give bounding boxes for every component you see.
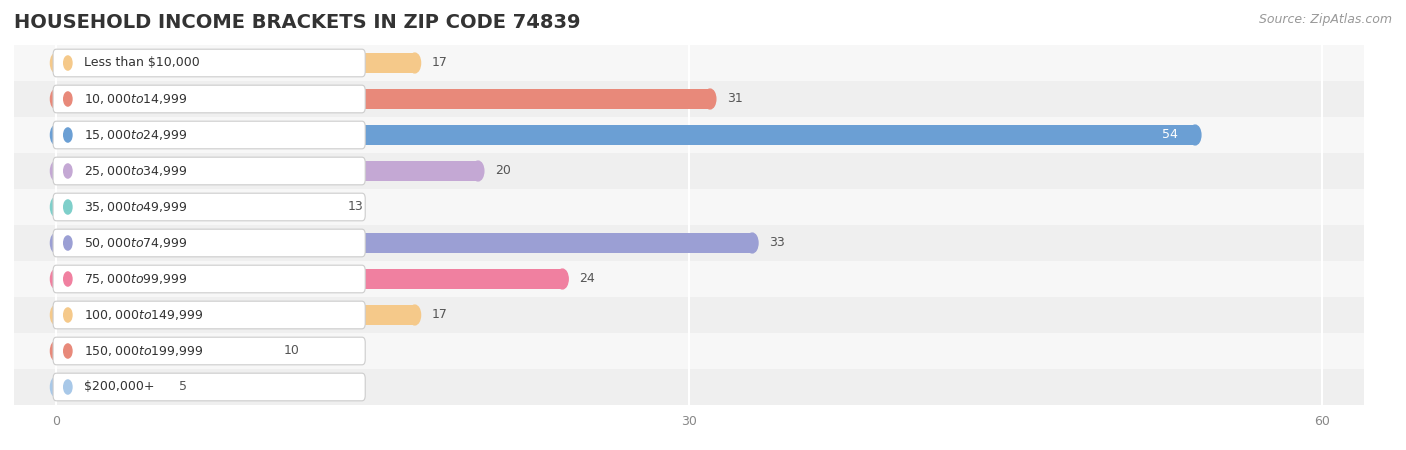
Circle shape xyxy=(409,305,420,325)
Text: 17: 17 xyxy=(432,309,447,321)
Bar xyxy=(56,53,415,73)
Circle shape xyxy=(63,380,72,394)
FancyBboxPatch shape xyxy=(53,193,366,221)
Circle shape xyxy=(51,89,62,109)
Text: Less than $10,000: Less than $10,000 xyxy=(84,57,200,69)
Bar xyxy=(56,125,1195,145)
Bar xyxy=(56,305,415,325)
Text: $200,000+: $200,000+ xyxy=(84,381,155,393)
FancyBboxPatch shape xyxy=(53,373,366,401)
Text: 10: 10 xyxy=(284,345,299,357)
Circle shape xyxy=(472,161,484,181)
Bar xyxy=(56,89,710,109)
Text: $35,000 to $49,999: $35,000 to $49,999 xyxy=(84,200,187,214)
Text: $100,000 to $149,999: $100,000 to $149,999 xyxy=(84,308,202,322)
Bar xyxy=(14,117,1364,153)
Bar xyxy=(56,161,478,181)
Text: $150,000 to $199,999: $150,000 to $199,999 xyxy=(84,344,202,358)
Text: 24: 24 xyxy=(579,273,595,285)
Circle shape xyxy=(156,377,167,397)
Circle shape xyxy=(51,53,62,73)
Circle shape xyxy=(51,197,62,217)
FancyBboxPatch shape xyxy=(53,265,366,293)
Circle shape xyxy=(262,341,273,361)
FancyBboxPatch shape xyxy=(53,337,366,365)
Circle shape xyxy=(63,344,72,358)
Circle shape xyxy=(557,269,568,289)
Bar xyxy=(14,369,1364,405)
Circle shape xyxy=(63,272,72,286)
Bar xyxy=(56,377,162,397)
Circle shape xyxy=(63,128,72,142)
Text: $25,000 to $34,999: $25,000 to $34,999 xyxy=(84,164,187,178)
Text: HOUSEHOLD INCOME BRACKETS IN ZIP CODE 74839: HOUSEHOLD INCOME BRACKETS IN ZIP CODE 74… xyxy=(14,14,581,32)
Text: 31: 31 xyxy=(727,93,742,105)
Circle shape xyxy=(63,164,72,178)
Bar xyxy=(14,225,1364,261)
Bar xyxy=(14,189,1364,225)
Circle shape xyxy=(704,89,716,109)
Text: 17: 17 xyxy=(432,57,447,69)
Circle shape xyxy=(325,197,336,217)
FancyBboxPatch shape xyxy=(53,49,366,77)
Circle shape xyxy=(51,377,62,397)
Text: 5: 5 xyxy=(179,381,187,393)
Circle shape xyxy=(51,125,62,145)
Bar xyxy=(14,45,1364,81)
Circle shape xyxy=(51,341,62,361)
Text: 33: 33 xyxy=(769,237,785,249)
Bar xyxy=(56,341,267,361)
Bar xyxy=(14,81,1364,117)
Circle shape xyxy=(51,305,62,325)
Text: $50,000 to $74,999: $50,000 to $74,999 xyxy=(84,236,187,250)
FancyBboxPatch shape xyxy=(53,85,366,113)
Bar xyxy=(14,297,1364,333)
Text: 54: 54 xyxy=(1163,129,1178,141)
Text: 20: 20 xyxy=(495,165,510,177)
Bar xyxy=(14,261,1364,297)
Text: 13: 13 xyxy=(347,201,363,213)
Bar xyxy=(56,197,330,217)
Circle shape xyxy=(63,236,72,250)
Circle shape xyxy=(63,92,72,106)
Circle shape xyxy=(51,233,62,253)
Text: Source: ZipAtlas.com: Source: ZipAtlas.com xyxy=(1258,14,1392,27)
Text: $75,000 to $99,999: $75,000 to $99,999 xyxy=(84,272,187,286)
FancyBboxPatch shape xyxy=(53,229,366,257)
Text: $10,000 to $14,999: $10,000 to $14,999 xyxy=(84,92,187,106)
Circle shape xyxy=(63,200,72,214)
Circle shape xyxy=(51,161,62,181)
Bar xyxy=(56,269,562,289)
Text: $15,000 to $24,999: $15,000 to $24,999 xyxy=(84,128,187,142)
Circle shape xyxy=(409,53,420,73)
Circle shape xyxy=(747,233,758,253)
FancyBboxPatch shape xyxy=(53,157,366,185)
Bar xyxy=(56,233,752,253)
Bar xyxy=(14,333,1364,369)
FancyBboxPatch shape xyxy=(53,301,366,329)
Circle shape xyxy=(1189,125,1201,145)
Circle shape xyxy=(63,308,72,322)
Bar xyxy=(14,153,1364,189)
Circle shape xyxy=(51,269,62,289)
FancyBboxPatch shape xyxy=(53,121,366,149)
Circle shape xyxy=(63,56,72,70)
